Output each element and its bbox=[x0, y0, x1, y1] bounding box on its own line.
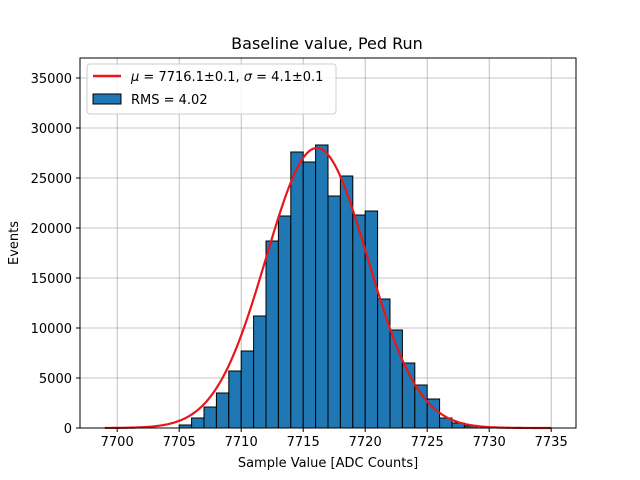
y-tick-label: 10000 bbox=[31, 322, 72, 337]
histogram-bar bbox=[228, 370, 242, 429]
histogram-bar bbox=[191, 417, 205, 429]
histogram-bar bbox=[315, 144, 329, 429]
x-tick-label: 7725 bbox=[411, 435, 444, 450]
histogram-bar bbox=[203, 406, 217, 429]
legend-hist-label: RMS = 4.02 bbox=[131, 93, 208, 108]
x-tick-label: 7735 bbox=[535, 435, 568, 450]
plot-frame bbox=[79, 57, 577, 429]
y-tick-label: 35000 bbox=[31, 72, 72, 87]
x-tick-label: 7715 bbox=[287, 435, 320, 450]
y-tick-label: 15000 bbox=[31, 272, 72, 287]
histogram-bar bbox=[302, 161, 317, 429]
legend-box bbox=[86, 63, 337, 115]
x-tick-label: 7710 bbox=[225, 435, 258, 450]
y-tick-label: 30000 bbox=[31, 122, 72, 137]
legend-hist-swatch bbox=[92, 93, 122, 105]
x-tick-label: 7705 bbox=[163, 435, 196, 450]
legend-sigma-symbol: σ bbox=[244, 70, 253, 85]
x-axis-ticks: 7700 7705 7710 7715 7720 7725 7730 7735 bbox=[101, 428, 568, 450]
legend-sigma-value: = 4.1±0.1 bbox=[252, 70, 323, 85]
histogram-bar bbox=[339, 175, 354, 429]
x-axis-label: Sample Value [ADC Counts] bbox=[238, 456, 418, 471]
histogram-bar bbox=[215, 392, 230, 429]
y-tick-label: 20000 bbox=[31, 222, 72, 237]
histogram-bar bbox=[364, 210, 379, 429]
histogram-bar bbox=[277, 215, 292, 429]
histogram-bar bbox=[240, 350, 255, 429]
x-tick-label: 7720 bbox=[349, 435, 382, 450]
y-axis-label: Events bbox=[7, 221, 22, 265]
histogram-bar bbox=[265, 240, 279, 429]
histogram-bar bbox=[327, 195, 341, 429]
legend: μ = 7716.1±0.1, σ = 4.1±0.1 RMS = 4.02 bbox=[86, 63, 337, 115]
histogram-bar bbox=[414, 384, 428, 429]
histogram-bars bbox=[178, 144, 478, 429]
chart-title: Baseline value, Ped Run bbox=[231, 34, 423, 53]
fit-curve bbox=[104, 146, 552, 430]
y-tick-label: 5000 bbox=[39, 372, 72, 387]
y-tick-label: 25000 bbox=[31, 172, 72, 187]
histogram-bar bbox=[290, 151, 304, 429]
legend-mu-value: = 7716.1±0.1, bbox=[139, 70, 243, 85]
gaussian-fit bbox=[104, 146, 552, 430]
x-tick-label: 7730 bbox=[473, 435, 506, 450]
legend-fit-label: μ = 7716.1±0.1, σ = 4.1±0.1 bbox=[130, 70, 323, 85]
histogram-bar bbox=[253, 315, 267, 429]
y-axis-ticks: 0 5000 10000 15000 20000 25000 30000 35000 bbox=[31, 72, 80, 437]
legend-mu-symbol: μ bbox=[130, 70, 139, 85]
y-tick-label: 0 bbox=[64, 422, 72, 437]
x-tick-label: 7700 bbox=[101, 435, 134, 450]
histogram-bar bbox=[377, 298, 391, 429]
